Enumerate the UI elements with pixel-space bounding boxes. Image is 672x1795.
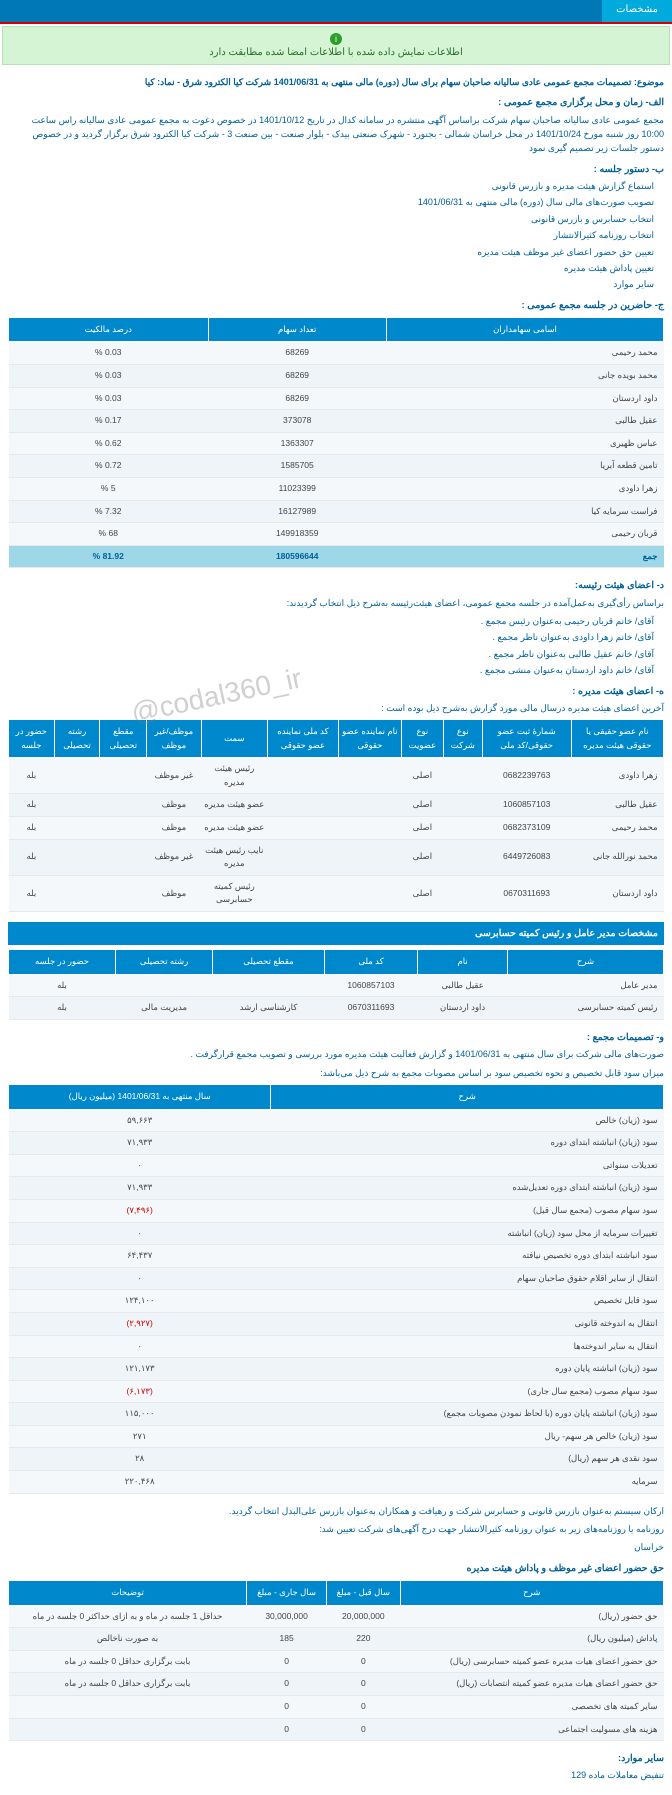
table-row: محمد رحیمی682690.03 % [9,342,664,365]
agenda-item: تعیین پاداش هیئت مدیره [8,261,654,275]
table-row: مدیر عاملعقیل طالبی1060857103بله [9,974,664,997]
table-row: رئیس کمیته حسابرسیداود اردستان0670311693… [9,997,664,1020]
table-row: سایر کمیته های تخصصی00 [9,1696,664,1719]
agenda-item: سایر موارد [8,277,654,291]
section-f-title: و- تصمیمات مجمع : [8,1030,664,1045]
table-row: داود اردستان682690.03 % [9,387,664,410]
table-row: محمد بویده جانی682690.03 % [9,365,664,388]
d-intro: براساس رأی‌گیری به‌عمل‌آمده در جلسه مجمع… [8,596,664,610]
newspaper-name: خراسان [8,1540,664,1554]
table-row: زهرا داودی110233995 % [9,478,664,501]
subject-text: تصمیمات مجمع عمومی عادی سالیانه صاحبان س… [145,77,631,87]
shareholders-table: اسامی سهامدارانتعداد سهامدرصد مالکیت محم… [8,317,664,569]
table-row: زهرا داودی0682239763اصلیرئیس هیئت مدیرهغ… [9,758,664,794]
info-icon: i [330,33,342,45]
table-row: سود (زیان) خالص۵۹,۶۶۳ [9,1109,664,1132]
table-row: محمد نورالله جانی6449726083اصلینایب رئیس… [9,839,664,875]
agenda-item: انتخاب روزنامه کثیرالانتشار [8,228,654,242]
committee-member: آقای/ خانم عقیل طالبی به‌عنوان ناظر مجمع… [8,647,654,661]
agenda-item: تعیین حق حضور اعضای غیر موظف هیئت مدیره [8,245,654,259]
table-row: سود (زیان) خالص هر سهم- ریال۲۷۱ [9,1425,664,1448]
agenda-item: تصویب صورت‌های مالی سال (دوره) مالی منته… [8,195,654,209]
committee-member: آقای/ خانم زهرا داودی به‌عنوان ناظر مجمع… [8,630,654,644]
table-row: هزینه های مسولیت اجتماعی00 [9,1718,664,1741]
subject-label: موضوع: [634,77,664,87]
f-intro: صورت‌های مالی شرکت برای سال منتهی به 140… [8,1047,664,1061]
table-row: انتقال از سایر اقلام حقوق صاحبان سهام۰ [9,1267,664,1290]
board-table: نام عضو حقیقی یا حقوقی هیئت مدیرهشمارهٔ … [8,719,664,912]
divider [0,22,672,24]
table-row: سود سهام مصوب (مجمع سال قبل)(۷,۴۹۶) [9,1199,664,1222]
agenda-item: استماع گزارش هیئت مدیره و بازرس قانونی [8,179,654,193]
e-intro: آخرین اعضای هیئت مدیره درسال مالی مورد گ… [8,701,664,715]
table-row: فراست سرمایه کیا161279897.32 % [9,500,664,523]
auditor-para: ارکان سیستم به‌عنوان بازرس قانونی و حساب… [8,1504,664,1518]
table-row: پاداش (میلیون ريال)220185به صورت ناخالص [9,1628,664,1651]
profit-intro: میزان سود قابل تخصیص و نحوه تخصیص سود بر… [8,1066,664,1080]
table-row: داود اردستان0670311693اصلیرئیس کمیته حسا… [9,875,664,911]
table-row: تعدیلات سنواتی۰ [9,1154,664,1177]
table-row: حق حضور اعضای هیات مدیره عضو کمیته حسابر… [9,1650,664,1673]
newspaper-para: روزنامه یا روزنامه‌های زیر به عنوان روزن… [8,1522,664,1536]
table-row: محمد رحیمی0682373109اصلیعضو هیئت مدیرهمو… [9,817,664,840]
table-row: سود (زیان) انباشته ابتدای دوره۷۱,۹۳۳ [9,1132,664,1155]
section-b-title: ب- دستور جلسه : [8,162,664,177]
subject-line: موضوع: تصمیمات مجمع عمومی عادی سالیانه ص… [8,75,664,89]
table-row: جمع18059664481.92 % [9,545,664,568]
table-row: سود (زیان) انباشته ابتدای دوره تعدیل‌شده… [9,1177,664,1200]
ceo-table: شرحنامکد ملیمقطع تحصیلیرشته تحصیلیحضور د… [8,949,664,1020]
compensation-table: شرحسال قبل - مبلغسال جاری - مبلغتوضیحات … [8,1580,664,1741]
table-row: قربان رحیمی14991835968 % [9,523,664,546]
alert-banner: i اطلاعات نمایش داده شده با اطلاعات امضا… [2,26,670,65]
table-row: سود (زیان) انباشته پايان دوره۱۲۱,۱۷۳ [9,1358,664,1381]
table-row: انتقال به اندوخته قانونی(۲,۹۲۷) [9,1312,664,1335]
table-row: سود سهام مصوب (مجمع سال جاری)(۶,۱۷۳) [9,1380,664,1403]
table-row: عباس ظهیری13633070.62 % [9,432,664,455]
table-row: انتقال به سایر اندوخته‌ها۰ [9,1335,664,1358]
agenda-item: انتخاب حسابرس و بازرس قانونی [8,212,654,226]
section-a-title: الف- زمان و محل برگزاری مجمع عمومی : [8,95,664,110]
topbar: مشخصات [0,0,672,22]
other-text: تنفیض معاملات ماده 129 [8,1768,664,1782]
committee-member: آقای/ خانم داود اردستان به‌عنوان منشی مج… [8,663,654,677]
table-row: عقیل طالبی1060857103اصلیعضو هیئت مدیرهمو… [9,794,664,817]
table-row: عقیل طالبی3730780.17 % [9,410,664,433]
table-row: تامین قطعه آبریا15857050.72 % [9,455,664,478]
compensation-title: حق حضور اعضای غیر موظف و پاداش هیئت مدیر… [8,1561,664,1576]
other-title: سایر موارد: [8,1751,664,1766]
intro-para: مجمع عمومی عادی سالیانه صاحبان سهام شرکت… [8,113,664,156]
section-c-title: ج- حاضرین در جلسه مجمع عمومی : [8,298,664,313]
table-row: سود انباشته ابتدای دوره تخصیص نیافته۶۴,۴… [9,1245,664,1268]
profit-table: شرحسال منتهی به 1401/06/31 (میلیون ريال)… [8,1084,664,1494]
section-d-title: د- اعضای هیئت رئیسه: [8,578,664,593]
alert-text: اطلاعات نمایش داده شده با اطلاعات امضا ش… [209,47,463,58]
table-row: حق حضور (ریال)20,000,00030,000,000حداقل … [9,1605,664,1628]
committee-member: آقای/ خانم قربان رحیمی به‌عنوان رئیس مجم… [8,614,654,628]
table-row: سود (زیان) انباشته پایان دوره (با لحاظ ن… [9,1403,664,1426]
tab-specs[interactable]: مشخصات [602,0,672,22]
table-row: حق حضور اعضای هیات مدیره عضو کمیته انتصا… [9,1673,664,1696]
table-row: تغییرات سرمایه از محل سود (زیان) انباشته… [9,1222,664,1245]
section-e-title: ه- اعضای هیئت مدیره : [8,684,664,699]
ceo-title: مشخصات مدیر عامل و رئیس کمیته حسابرسی [8,922,664,945]
table-row: سود قابل تخصیص۱۲۴,۱۰۰ [9,1290,664,1313]
table-row: سرمایه۲۲۰,۴۶۸ [9,1471,664,1494]
table-row: سود نقدی هر سهم (ریال)۲۸ [9,1448,664,1471]
